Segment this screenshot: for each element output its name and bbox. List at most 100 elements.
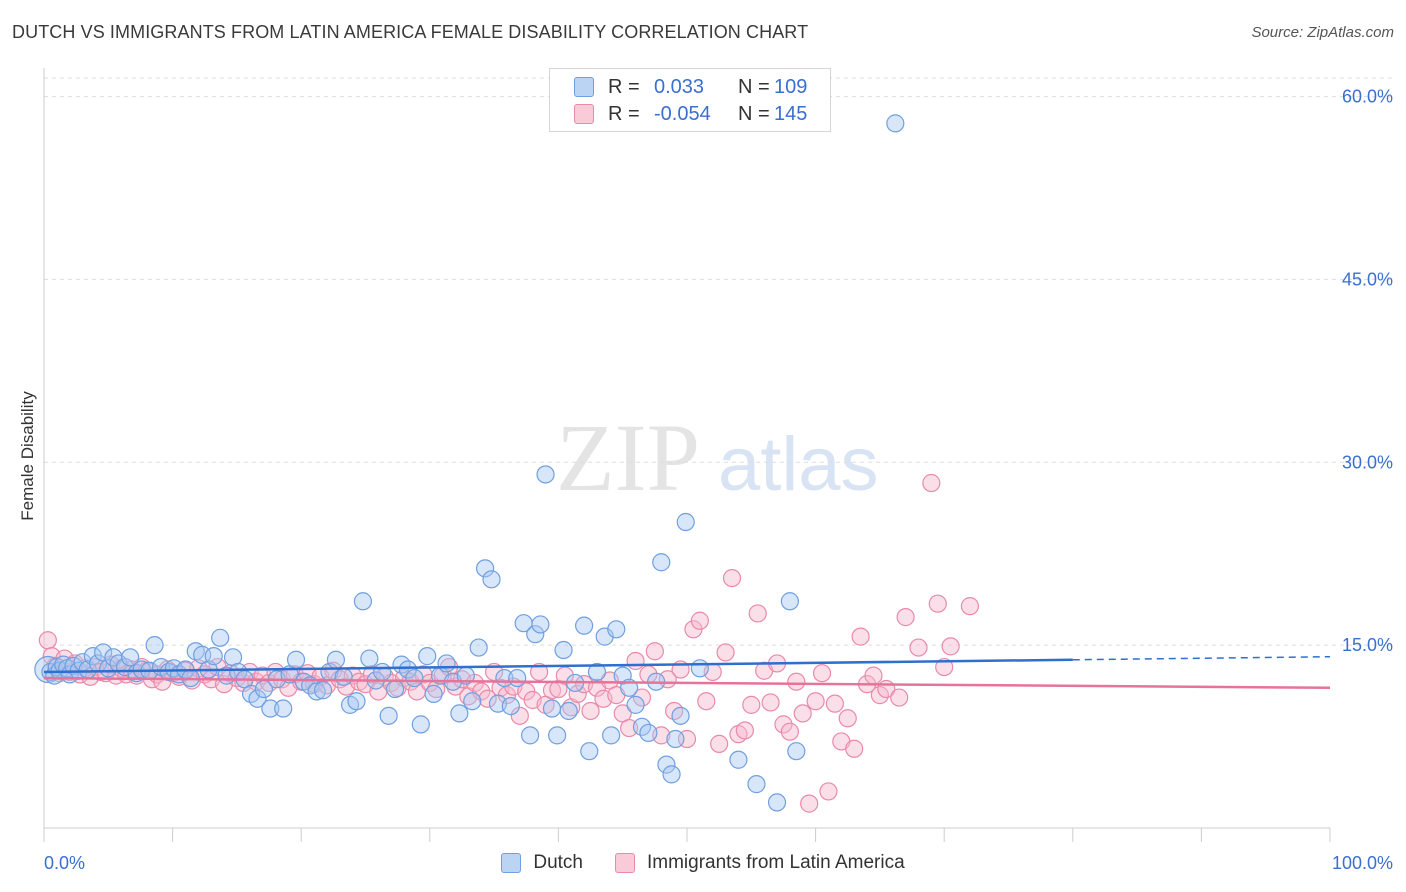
- dutch-point: [676, 512, 695, 532]
- latin-point: [568, 684, 587, 704]
- dutch-point: [548, 726, 567, 745]
- latin-point: [491, 678, 510, 697]
- latin-point: [761, 693, 780, 712]
- dutch-point: [373, 662, 392, 682]
- legend-row-latin: R = -0.054 N = 145: [574, 103, 807, 125]
- dutch-point: [690, 659, 709, 678]
- legend-item-latin: Immigrants from Latin America: [615, 852, 905, 874]
- dutch-point: [313, 681, 333, 700]
- watermark-zip: ZIP: [556, 404, 700, 511]
- latin-point: [825, 694, 844, 713]
- dutch-point: [286, 650, 306, 669]
- dutch-point: [307, 682, 326, 701]
- dutch-point: [475, 559, 495, 578]
- y-tick-label: 30.0%: [1342, 452, 1393, 472]
- dutch-point: [886, 114, 905, 133]
- latin-point: [851, 627, 870, 646]
- y-tick-label: 60.0%: [1342, 87, 1393, 107]
- latin-r-label: R =: [608, 102, 640, 125]
- dutch-point: [145, 636, 164, 655]
- dutch-point: [334, 667, 353, 686]
- dutch-point: [418, 647, 437, 666]
- latin-point: [774, 715, 793, 734]
- dutch-point: [463, 692, 482, 711]
- latin-point: [793, 704, 812, 723]
- latin-point: [742, 695, 761, 714]
- latin-point: [626, 651, 645, 671]
- dutch-point: [482, 570, 501, 589]
- y-axis-label: Female Disability: [18, 391, 37, 521]
- x-tick-labels: 0.0% 100.0%: [44, 853, 1393, 873]
- dutch-point: [526, 625, 545, 644]
- latin-point: [710, 734, 729, 753]
- latin-point: [941, 637, 960, 656]
- watermark-atlas: atlas: [718, 422, 879, 507]
- dutch-point: [405, 668, 424, 688]
- legend-row-dutch: R = 0.033 N = 109: [574, 76, 807, 98]
- chart-title: DUTCH VS IMMIGRANTS FROM LATIN AMERICA F…: [12, 22, 809, 42]
- latin-point: [581, 701, 600, 721]
- latin-point: [890, 688, 909, 707]
- dutch-point: [450, 704, 469, 723]
- dutch-point: [64, 656, 83, 675]
- dutch-n-label: N =: [738, 75, 770, 98]
- source-label: Source: ZipAtlas.com: [1251, 24, 1394, 41]
- dutch-trend-line: [43, 658, 1073, 674]
- latin-n-value: 145: [774, 102, 808, 125]
- latin-point: [896, 608, 915, 627]
- dutch-r-label: R =: [608, 75, 640, 98]
- dutch-point: [729, 750, 748, 769]
- dutch-point: [261, 699, 280, 718]
- dutch-point: [536, 465, 555, 484]
- dutch-series: [34, 114, 905, 812]
- latin-point: [800, 794, 819, 813]
- dutch-point: [662, 765, 681, 784]
- latin-point: [787, 672, 806, 691]
- dutch-point: [587, 662, 607, 682]
- latin-trend-line: [43, 676, 1331, 690]
- dutch-point: [542, 699, 562, 718]
- dutch-point: [575, 616, 594, 635]
- dutch-point: [652, 553, 671, 572]
- dutch-point: [347, 692, 366, 711]
- latin-r-value: -0.054: [654, 102, 711, 125]
- dutch-point: [121, 648, 140, 667]
- dutch-point: [411, 715, 430, 734]
- series-legend: Dutch Immigrants from Latin America: [0, 852, 1406, 874]
- latin-point: [555, 666, 574, 685]
- dutch-point: [602, 726, 621, 745]
- dutch-point: [626, 695, 645, 714]
- latin-point: [812, 664, 832, 683]
- dutch-point: [211, 628, 230, 647]
- latin-n-label: N =: [738, 102, 770, 125]
- latin-point: [690, 611, 709, 630]
- latin-point: [819, 782, 838, 801]
- watermark: ZIP atlas: [556, 404, 879, 511]
- x-tick-label: 0.0%: [44, 853, 85, 873]
- dutch-point: [204, 647, 223, 666]
- dutch-point: [787, 742, 806, 761]
- dutch-point: [531, 615, 550, 634]
- latin-point: [748, 604, 767, 623]
- dutch-point: [767, 793, 787, 812]
- legend-item-dutch: Dutch: [501, 852, 583, 874]
- dutch-point: [424, 684, 443, 704]
- x-tick-label: 100.0%: [1332, 853, 1393, 873]
- latin-point: [735, 721, 754, 740]
- latin-swatch: [574, 104, 594, 124]
- latin-legend-label: Immigrants from Latin America: [647, 852, 905, 873]
- latin-point: [838, 709, 857, 728]
- latin-point: [806, 692, 825, 711]
- dutch-point: [360, 649, 379, 668]
- dutch-n-value: 109: [774, 75, 808, 98]
- dutch-point: [353, 592, 373, 611]
- axes: [43, 68, 1331, 842]
- dutch-point: [385, 679, 405, 699]
- latin-point: [38, 631, 57, 650]
- latin-point: [722, 568, 742, 588]
- dutch-legend-swatch: [501, 853, 522, 873]
- dutch-swatch: [574, 77, 594, 97]
- dutch-point: [274, 699, 293, 718]
- latin-point: [716, 643, 735, 662]
